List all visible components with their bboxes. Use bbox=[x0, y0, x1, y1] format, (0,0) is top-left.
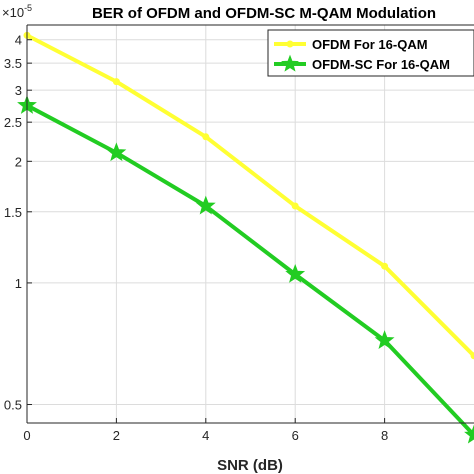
x-axis-label: SNR (dB) bbox=[217, 457, 283, 474]
y-tick-label: 0.5 bbox=[4, 398, 22, 413]
legend-label: OFDM For 16-QAM bbox=[312, 37, 428, 52]
y-tick-label: 3 bbox=[15, 83, 22, 98]
data-point bbox=[464, 424, 474, 444]
data-point bbox=[374, 330, 395, 349]
series-line-2 bbox=[26, 103, 474, 437]
y-tick-label: 4 bbox=[15, 33, 22, 48]
x-tick-label: 8 bbox=[381, 428, 388, 443]
data-point bbox=[106, 142, 127, 162]
chart-title: BER of OFDM and OFDM-SC M-QAM Modulation bbox=[92, 5, 436, 22]
legend-item-1: OFDM For 16-QAM bbox=[274, 37, 428, 52]
legend-item-2: OFDM-SC For 16-QAM bbox=[274, 54, 450, 72]
x-tick-label: 6 bbox=[292, 428, 299, 443]
series-layer bbox=[17, 31, 474, 444]
data-point bbox=[202, 133, 210, 141]
legend-label: OFDM-SC For 16-QAM bbox=[312, 57, 450, 72]
data-point bbox=[285, 263, 306, 283]
data-point bbox=[291, 202, 299, 210]
legend-marker bbox=[286, 40, 294, 48]
y-tick-label: 3.5 bbox=[4, 56, 22, 71]
x-tick-label: 4 bbox=[202, 428, 209, 443]
legend-box bbox=[267, 29, 474, 77]
exponent-power: -5 bbox=[24, 3, 32, 13]
legend-marker bbox=[281, 54, 299, 72]
data-point bbox=[381, 262, 389, 270]
legend: OFDM For 16-QAM OFDM-SC For 16-QAM bbox=[267, 29, 474, 77]
y-tick-label: 2 bbox=[15, 154, 22, 169]
svg-text:×10-5: ×10-5 bbox=[2, 3, 32, 20]
data-point bbox=[470, 352, 474, 360]
data-point bbox=[112, 78, 120, 86]
y-tick-label: 1 bbox=[15, 276, 22, 291]
tick-labels: 0 2 4 6 8 0.5 1 1.5 2 2.5 3 3.5 4 bbox=[4, 33, 388, 443]
axes bbox=[26, 24, 474, 424]
exponent-label: ×10-5 bbox=[2, 3, 32, 20]
data-point bbox=[195, 195, 216, 215]
y-tick-label: 2.5 bbox=[4, 115, 22, 130]
y-tick-label: 1.5 bbox=[4, 205, 22, 220]
x-tick-label: 0 bbox=[23, 428, 30, 443]
x-tick-label: 2 bbox=[113, 428, 120, 443]
series-line-1 bbox=[26, 33, 474, 358]
exponent-base: ×10 bbox=[2, 5, 24, 20]
